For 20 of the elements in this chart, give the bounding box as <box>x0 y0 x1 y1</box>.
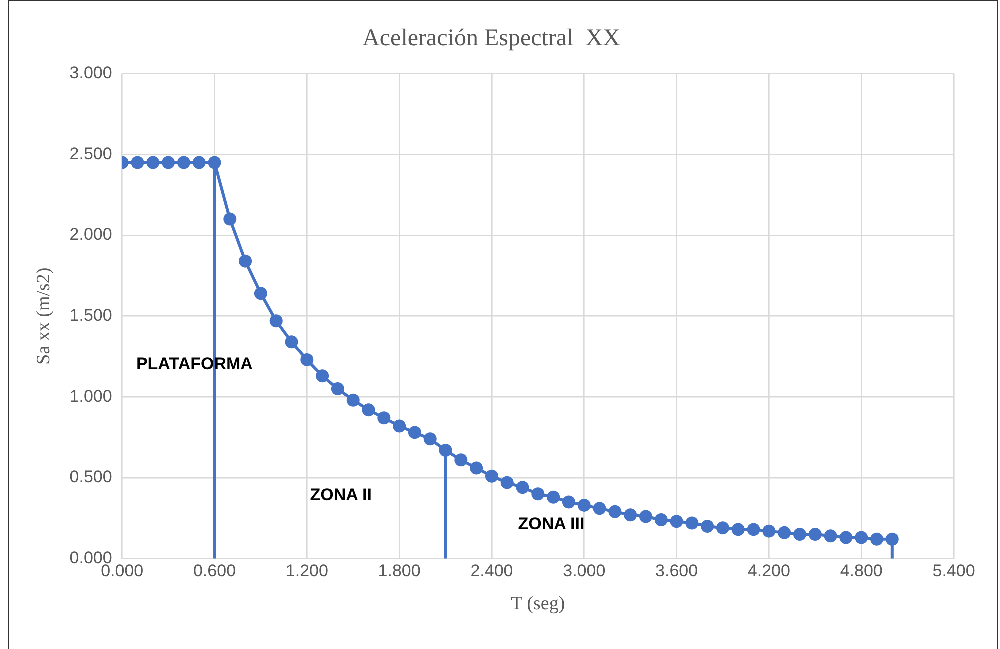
y-tick-label: 1.000 <box>70 386 112 406</box>
x-tick-label: 1.200 <box>286 562 328 581</box>
y-axis-title: Sa xx (m/s2) <box>33 268 54 365</box>
y-tick-label: 1.500 <box>70 306 112 325</box>
y-tick-label: 2.500 <box>70 144 112 164</box>
chart-title: Aceleración Espectral XX <box>362 26 620 52</box>
y-tick-label: 3.000 <box>70 63 112 82</box>
x-tick-label: 3.600 <box>656 562 698 581</box>
x-tick-label: 0.600 <box>193 562 236 581</box>
x-axis-title: T (seg) <box>511 594 566 615</box>
annotation: ZONA II <box>310 485 372 504</box>
x-tick-label: 4.800 <box>840 562 883 581</box>
annotation: ZONA III <box>518 514 585 534</box>
x-tick-label: 3.000 <box>563 562 606 581</box>
y-tick-label: 0.500 <box>70 468 112 487</box>
x-tick-label: 5.400 <box>932 562 976 581</box>
x-tick-label: 4.200 <box>748 562 790 581</box>
x-tick-label: 2.400 <box>470 562 514 581</box>
x-tick-label: 1.800 <box>378 562 421 581</box>
y-tick-label: 2.000 <box>70 225 112 244</box>
